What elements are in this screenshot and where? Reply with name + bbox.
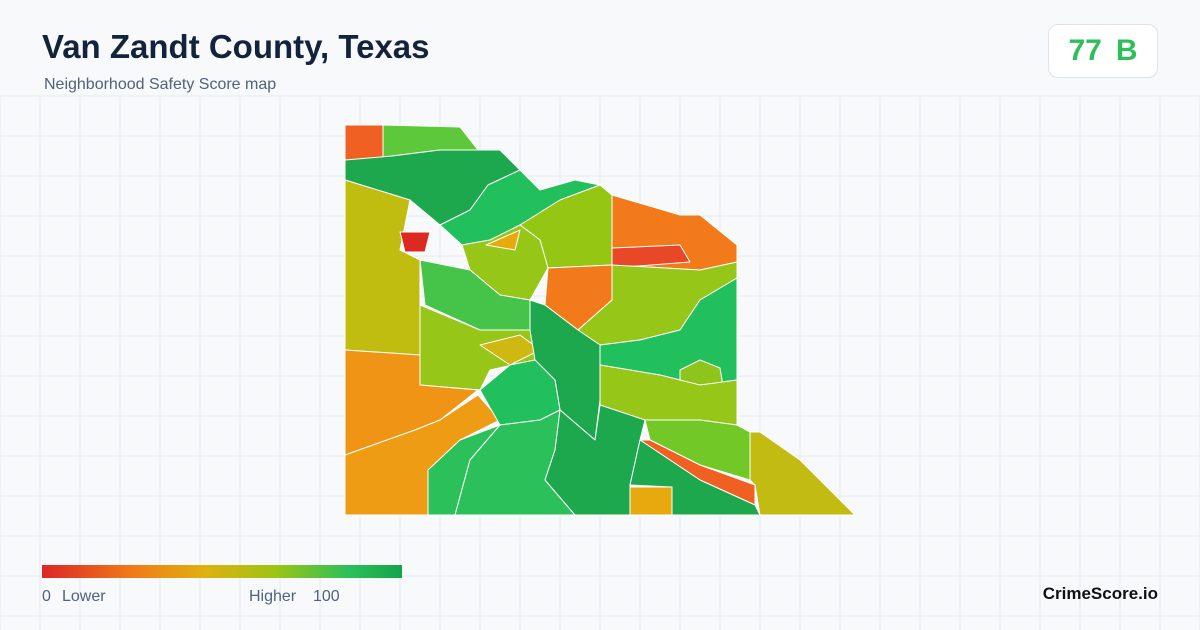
legend-max-label: Higher — [249, 588, 297, 605]
grade: B — [1115, 34, 1138, 67]
legend-min: 0 — [42, 588, 51, 605]
region — [344, 394, 501, 516]
region — [611, 244, 691, 269]
region — [344, 179, 421, 356]
score: 77 — [1068, 34, 1102, 67]
score-badge: 77 B — [1048, 24, 1158, 78]
region — [485, 229, 521, 251]
legend-gradient — [42, 565, 402, 578]
title: Van Zandt County, Texas — [42, 28, 430, 65]
brand: CrimeScore.io — [1042, 584, 1158, 603]
region — [749, 431, 856, 516]
legend-min-label: Lower — [62, 588, 106, 605]
legend-max: 100 — [313, 588, 340, 605]
header-bg — [0, 0, 1200, 96]
region — [344, 124, 384, 161]
subtitle: Neighborhood Safety Score map — [44, 76, 277, 93]
county-regions — [344, 124, 856, 516]
region — [629, 486, 673, 516]
region — [399, 231, 431, 253]
